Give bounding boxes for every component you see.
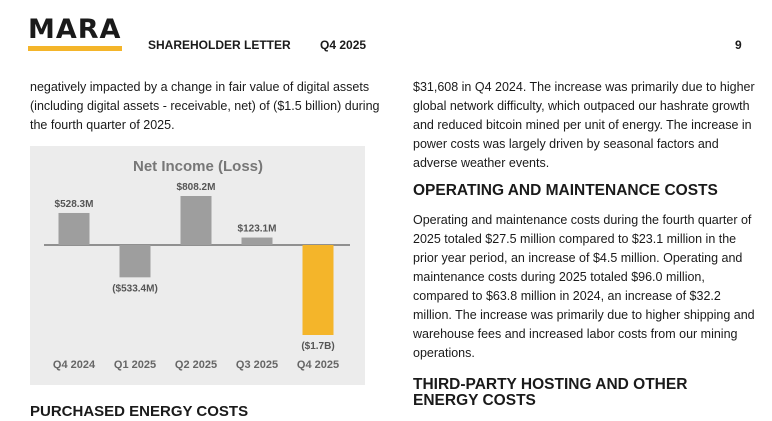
- bar-q4-2024: [58, 212, 90, 245]
- operating-maintenance-heading: OPERATING AND MAINTENANCE COSTS: [413, 182, 718, 199]
- x-tick-label: Q1 2025: [114, 359, 156, 371]
- value-label: $528.3M: [55, 199, 94, 210]
- heading-line-2: ENERGY COSTS: [413, 392, 536, 409]
- mara-logo: MARA: [28, 16, 122, 51]
- x-tick-label: Q2 2025: [175, 359, 217, 371]
- value-label: ($533.4M): [112, 283, 158, 294]
- right-column: $31,608 in Q4 2024. The increase was pri…: [413, 78, 758, 421]
- right-paragraph-1: $31,608 in Q4 2024. The increase was pri…: [413, 80, 755, 170]
- value-label: $123.1M: [238, 224, 277, 235]
- bar-q2-2025: [180, 196, 212, 245]
- bar-q1-2025: [119, 245, 151, 278]
- bar-q4-2025: [302, 245, 334, 335]
- page-number: 9: [735, 38, 742, 52]
- period-label: Q4 2025: [320, 38, 367, 52]
- chart-title: Net Income (Loss): [133, 158, 263, 175]
- heading-line-1: THIRD-PARTY HOSTING AND OTHER: [413, 376, 688, 393]
- logo-underline: [28, 46, 122, 51]
- bar-q3-2025: [241, 237, 273, 245]
- value-label: $808.2M: [177, 182, 216, 193]
- logo-text: MARA: [28, 14, 122, 45]
- left-paragraph: negatively impacted by a change in fair …: [30, 80, 380, 132]
- right-paragraph-2: Operating and maintenance costs during t…: [413, 213, 755, 360]
- x-tick-label: Q4 2024: [53, 359, 96, 371]
- purchased-energy-heading: PURCHASED ENERGY COSTS: [30, 403, 249, 420]
- x-tick-label: Q3 2025: [236, 359, 278, 371]
- chart-svg: Net Income (Loss) $528.3M Q4 2024 ($533.4M…: [44, 158, 350, 371]
- value-label: ($1.7B): [301, 341, 334, 352]
- doc-title: SHAREHOLDER LETTER: [148, 38, 291, 52]
- third-party-hosting-heading: THIRD-PARTY HOSTING AND OTHER ENERGY COS…: [413, 377, 758, 409]
- x-tick-label: Q4 2025: [297, 359, 339, 371]
- net-income-chart: Net Income (Loss) $528.3M Q4 2024 ($533.4M…: [30, 146, 365, 385]
